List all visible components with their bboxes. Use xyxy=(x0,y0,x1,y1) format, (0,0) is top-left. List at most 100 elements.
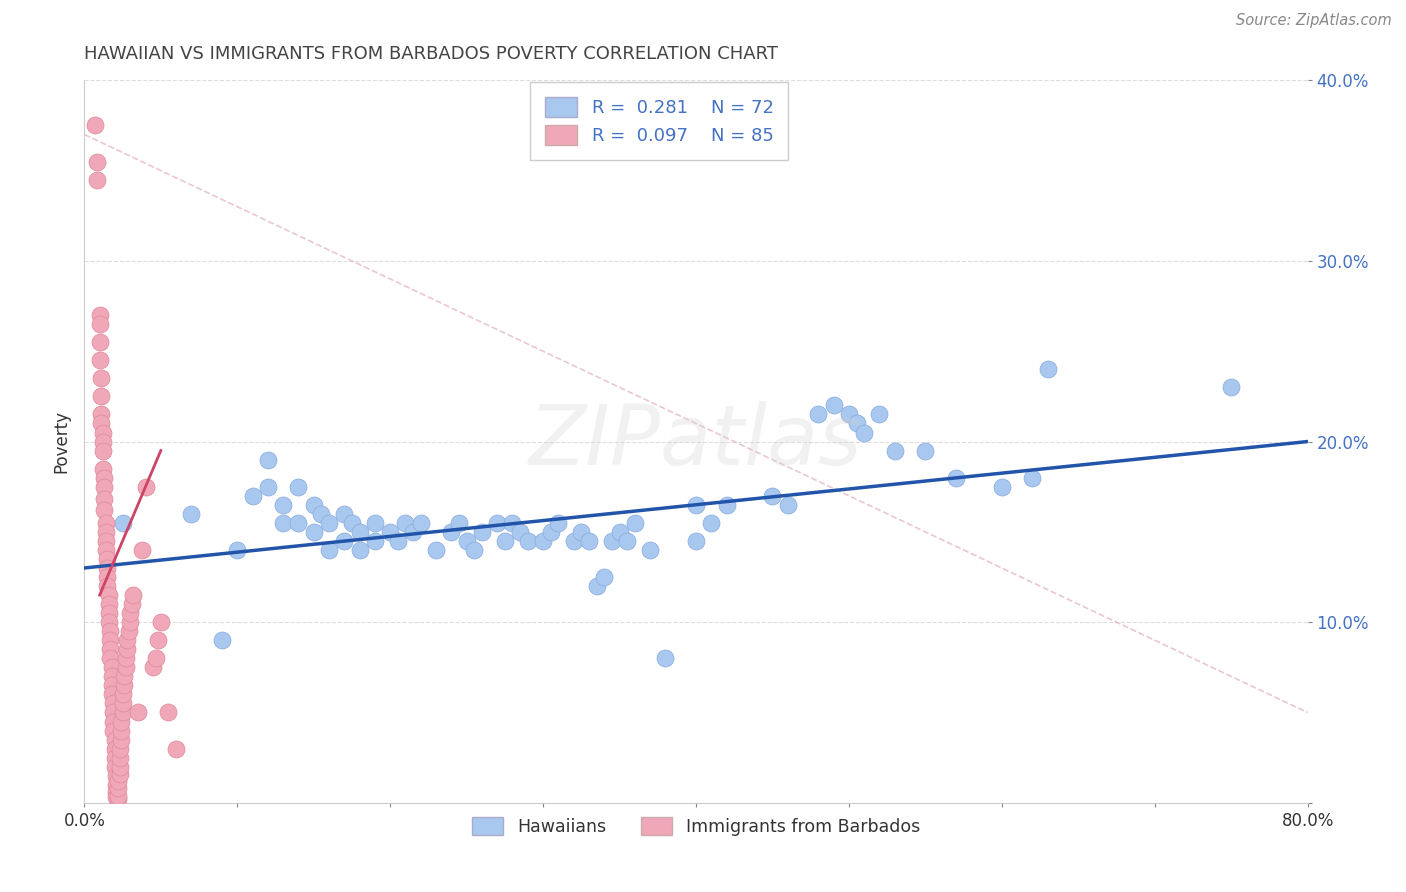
Text: ZIPatlas: ZIPatlas xyxy=(529,401,863,482)
Point xyxy=(547,516,569,530)
Point xyxy=(89,317,111,331)
Point xyxy=(112,669,135,683)
Point xyxy=(226,542,249,557)
Point xyxy=(638,542,661,557)
Point xyxy=(105,785,128,799)
Point xyxy=(98,624,121,639)
Point xyxy=(616,533,638,548)
Point xyxy=(257,480,280,494)
Point xyxy=(94,516,117,530)
Point xyxy=(494,533,516,548)
Point xyxy=(98,651,121,665)
Point xyxy=(104,732,127,747)
Point xyxy=(540,524,562,539)
Point xyxy=(869,408,891,422)
Point xyxy=(845,417,868,431)
Point xyxy=(114,651,136,665)
Point xyxy=(311,507,333,521)
Point xyxy=(105,790,128,805)
Point xyxy=(685,498,707,512)
Point xyxy=(142,660,165,674)
Point xyxy=(104,760,127,774)
Point xyxy=(516,533,538,548)
Text: Source: ZipAtlas.com: Source: ZipAtlas.com xyxy=(1236,13,1392,29)
Point xyxy=(84,119,107,133)
Point xyxy=(302,524,325,539)
Point xyxy=(110,732,132,747)
Point xyxy=(853,425,876,440)
Point xyxy=(86,172,108,186)
Point xyxy=(110,723,132,738)
Point xyxy=(94,542,117,557)
Point xyxy=(257,452,280,467)
Point xyxy=(364,516,387,530)
Point xyxy=(111,687,134,701)
Point xyxy=(91,425,114,440)
Point xyxy=(838,408,860,422)
Point xyxy=(271,498,294,512)
Point xyxy=(96,561,118,575)
Point xyxy=(101,669,124,683)
Point xyxy=(425,542,447,557)
Point xyxy=(380,524,402,539)
Point xyxy=(122,588,145,602)
Point xyxy=(271,516,294,530)
Point xyxy=(90,389,112,403)
Point xyxy=(1036,362,1059,376)
Point xyxy=(108,750,131,764)
Point xyxy=(107,792,129,806)
Point xyxy=(471,524,494,539)
Point xyxy=(578,533,600,548)
Point xyxy=(157,706,180,720)
Point xyxy=(402,524,425,539)
Point xyxy=(1021,471,1043,485)
Point xyxy=(96,579,118,593)
Point xyxy=(93,503,115,517)
Point xyxy=(93,492,115,507)
Point xyxy=(562,533,585,548)
Y-axis label: Poverty: Poverty xyxy=(52,410,70,473)
Point xyxy=(90,417,112,431)
Point xyxy=(440,524,463,539)
Point xyxy=(105,778,128,792)
Point xyxy=(456,533,478,548)
Point xyxy=(609,524,631,539)
Point xyxy=(146,633,169,648)
Point xyxy=(112,678,135,692)
Point xyxy=(104,741,127,756)
Point xyxy=(447,516,470,530)
Point xyxy=(93,471,115,485)
Point xyxy=(211,633,233,648)
Point xyxy=(333,533,356,548)
Point xyxy=(600,533,623,548)
Point xyxy=(685,533,707,548)
Point xyxy=(97,588,120,602)
Legend: Hawaiians, Immigrants from Barbados: Hawaiians, Immigrants from Barbados xyxy=(463,808,929,845)
Point xyxy=(486,516,509,530)
Point xyxy=(502,516,524,530)
Text: HAWAIIAN VS IMMIGRANTS FROM BARBADOS POVERTY CORRELATION CHART: HAWAIIAN VS IMMIGRANTS FROM BARBADOS POV… xyxy=(84,45,779,63)
Point xyxy=(318,516,340,530)
Point xyxy=(115,633,138,648)
Point xyxy=(108,760,131,774)
Point xyxy=(287,516,309,530)
Point xyxy=(593,570,616,584)
Point xyxy=(107,774,129,789)
Point xyxy=(89,335,111,350)
Point xyxy=(945,471,967,485)
Point xyxy=(364,533,387,548)
Point xyxy=(91,443,114,458)
Point xyxy=(349,542,371,557)
Point xyxy=(91,461,114,475)
Point xyxy=(107,781,129,796)
Point xyxy=(111,516,134,530)
Point xyxy=(103,697,125,711)
Point xyxy=(287,480,309,494)
Point xyxy=(86,154,108,169)
Point xyxy=(761,489,783,503)
Point xyxy=(340,516,363,530)
Point xyxy=(127,706,149,720)
Point xyxy=(98,642,121,657)
Point xyxy=(101,687,124,701)
Point xyxy=(96,552,118,566)
